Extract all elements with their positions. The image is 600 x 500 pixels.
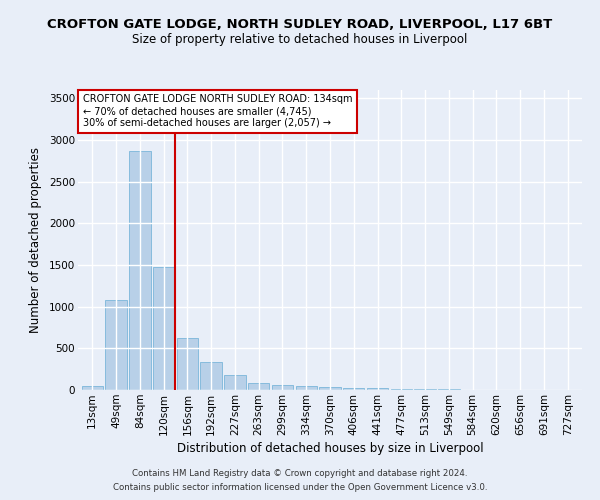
Text: CROFTON GATE LODGE NORTH SUDLEY ROAD: 134sqm
← 70% of detached houses are smalle: CROFTON GATE LODGE NORTH SUDLEY ROAD: 13… (83, 94, 353, 128)
Bar (319, 387, 341, 390)
Bar (343, 388, 364, 390)
Bar (82, 386, 103, 390)
Bar (176, 338, 198, 390)
Text: Contains HM Land Registry data © Crown copyright and database right 2024.: Contains HM Land Registry data © Crown c… (132, 468, 468, 477)
Bar (153, 266, 174, 390)
Bar (248, 382, 269, 390)
Bar (224, 376, 245, 390)
Text: CROFTON GATE LODGE, NORTH SUDLEY ROAD, LIVERPOOL, L17 6BT: CROFTON GATE LODGE, NORTH SUDLEY ROAD, L… (47, 18, 553, 30)
Bar (415, 389, 436, 390)
Bar (296, 386, 317, 390)
Y-axis label: Number of detached properties: Number of detached properties (29, 147, 42, 333)
Bar (391, 389, 412, 390)
Text: Contains public sector information licensed under the Open Government Licence v3: Contains public sector information licen… (113, 484, 487, 492)
Text: Size of property relative to detached houses in Liverpool: Size of property relative to detached ho… (133, 32, 467, 46)
Bar (106, 300, 127, 390)
Bar (200, 362, 222, 390)
Bar (272, 385, 293, 390)
Bar (129, 151, 151, 390)
X-axis label: Distribution of detached houses by size in Liverpool: Distribution of detached houses by size … (176, 442, 484, 455)
Bar (367, 388, 388, 390)
